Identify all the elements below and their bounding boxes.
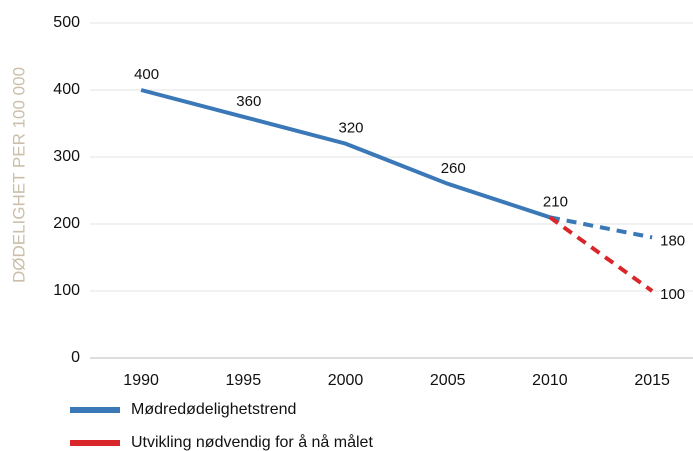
legend-label: Mødredødelighetstrend [131, 401, 296, 418]
x-tick-label: 2000 [328, 372, 364, 389]
legend-swatch [70, 407, 120, 413]
data-label: 180 [660, 232, 685, 249]
line-dashed [549, 215, 653, 240]
data-label: 100 [660, 286, 685, 303]
y-tick-label: 300 [53, 148, 80, 165]
line [140, 88, 551, 220]
x-tick-label: 2005 [430, 372, 466, 389]
data-label: 320 [339, 120, 364, 137]
x-tick-label: 1995 [226, 372, 262, 389]
x-tick-label: 1990 [123, 372, 159, 389]
data-label: 260 [441, 160, 466, 177]
legend-swatch [70, 440, 120, 446]
data-label: 210 [543, 193, 568, 210]
legend-label: Utvikling nødvendig for å nå målet [131, 433, 373, 451]
y-tick-label: 0 [71, 349, 80, 366]
y-tick-label: 400 [53, 81, 80, 98]
y-axis-label: DØDELIGHET PER 100 000 [9, 67, 28, 283]
line-dashed [548, 215, 654, 293]
x-tick-label: 2010 [532, 372, 568, 389]
data-label: 360 [236, 93, 261, 110]
y-tick-label: 500 [53, 14, 80, 31]
x-tick-label: 2015 [634, 372, 670, 389]
data-label: 400 [134, 66, 159, 83]
y-tick-label: 100 [53, 282, 80, 299]
y-tick-label: 200 [53, 215, 80, 232]
